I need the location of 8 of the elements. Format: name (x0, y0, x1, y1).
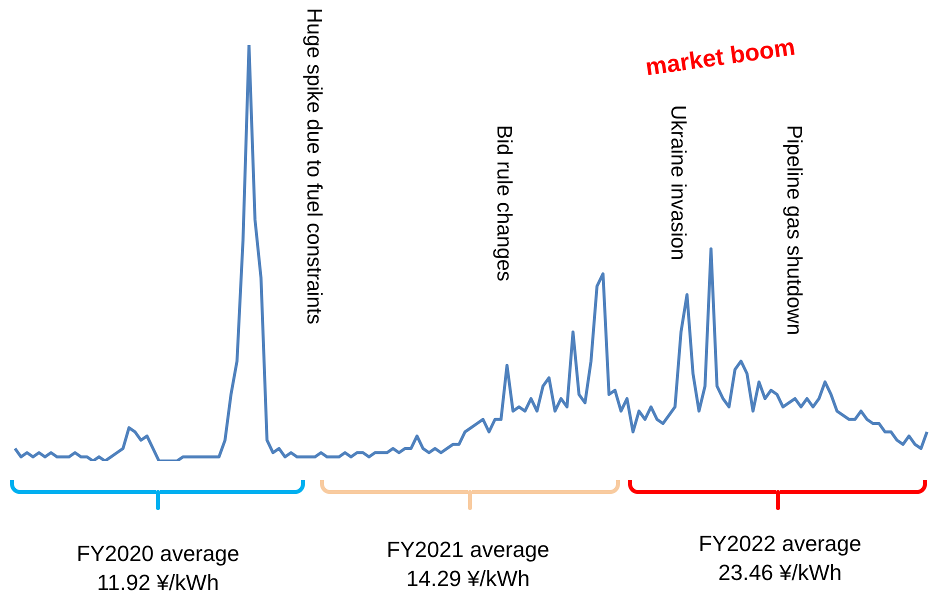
annotation: Pipeline gas shutdown (781, 125, 806, 336)
annotation: Bid rule changes (491, 125, 516, 282)
text: FY2022 average 23.46 ¥/kWh (698, 530, 862, 587)
text: FY2020 average 11.92 ¥/kWh (76, 540, 240, 597)
text: FY2021 average 14.29 ¥/kWh (386, 536, 550, 593)
annotation: Ukraine invasion (665, 105, 690, 260)
annotation: Huge spike due to fuel constraints (301, 8, 326, 324)
annotation: market boom (644, 32, 798, 84)
